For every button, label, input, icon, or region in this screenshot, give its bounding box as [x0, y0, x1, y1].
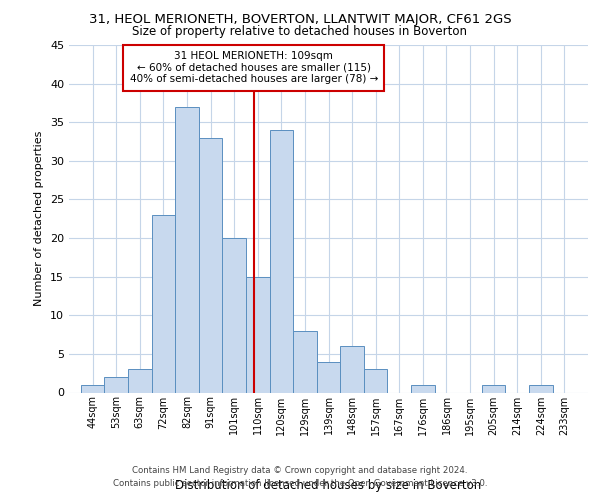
Bar [128, 370, 152, 392]
X-axis label: Distribution of detached houses by size in Boverton: Distribution of detached houses by size … [175, 479, 482, 492]
Bar [482, 385, 505, 392]
Bar [340, 346, 364, 393]
Text: Size of property relative to detached houses in Boverton: Size of property relative to detached ho… [133, 25, 467, 38]
Bar [317, 362, 340, 392]
Bar [269, 130, 293, 392]
Y-axis label: Number of detached properties: Number of detached properties [34, 131, 44, 306]
Text: Contains HM Land Registry data © Crown copyright and database right 2024.
Contai: Contains HM Land Registry data © Crown c… [113, 466, 487, 487]
Bar [152, 215, 175, 392]
Bar [411, 385, 434, 392]
Bar [293, 330, 317, 392]
Bar [223, 238, 246, 392]
Bar [199, 138, 223, 392]
Bar [529, 385, 553, 392]
Bar [81, 385, 104, 392]
Bar [175, 107, 199, 393]
Bar [246, 276, 269, 392]
Text: 31 HEOL MERIONETH: 109sqm
← 60% of detached houses are smaller (115)
40% of semi: 31 HEOL MERIONETH: 109sqm ← 60% of detac… [130, 51, 378, 84]
Bar [104, 377, 128, 392]
Text: 31, HEOL MERIONETH, BOVERTON, LLANTWIT MAJOR, CF61 2GS: 31, HEOL MERIONETH, BOVERTON, LLANTWIT M… [89, 12, 511, 26]
Bar [364, 370, 388, 392]
